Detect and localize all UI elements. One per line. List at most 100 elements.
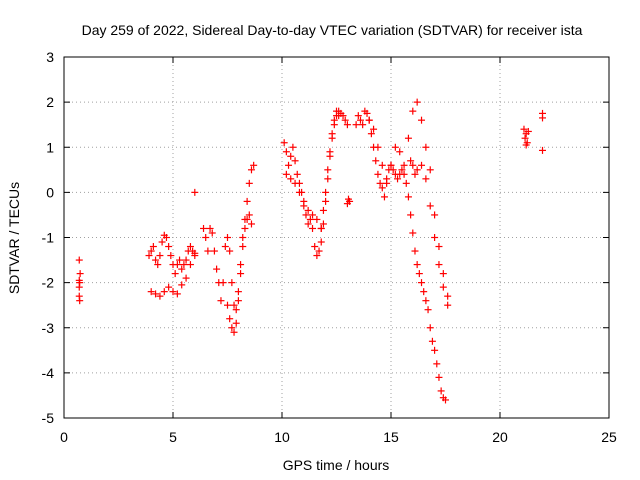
data-point (363, 109, 371, 117)
grid (64, 57, 609, 418)
data-point (282, 148, 290, 156)
data-point (313, 215, 321, 223)
data-point (396, 148, 404, 156)
data-point (247, 166, 255, 174)
data-point (221, 243, 229, 251)
data-point (295, 188, 303, 196)
data-point (171, 270, 179, 278)
data-point (230, 301, 238, 309)
data-point (431, 234, 439, 241)
data-point (328, 130, 336, 138)
data-point (160, 288, 168, 296)
chart-title: Day 259 of 2022, Sidereal Day-to-day VTE… (82, 22, 583, 38)
y-tick-label: -5 (42, 410, 55, 426)
data-point (149, 243, 157, 251)
data-point (524, 127, 532, 135)
data-point (370, 125, 378, 133)
data-point (208, 229, 216, 237)
data-point (239, 243, 247, 251)
data-point (291, 179, 299, 187)
data-point (422, 143, 430, 151)
data-point (322, 197, 330, 205)
data-point (239, 234, 247, 241)
data-point (400, 170, 408, 178)
data-point (409, 229, 417, 237)
y-tick-label: -2 (42, 275, 55, 291)
data-point (439, 270, 447, 278)
data-point (413, 166, 421, 174)
data-point (306, 215, 314, 223)
data-point (431, 211, 439, 219)
data-point (293, 170, 301, 178)
data-point (213, 265, 221, 273)
data-point (522, 141, 530, 149)
data-point (424, 306, 432, 314)
data-point (167, 252, 175, 260)
y-tick-label: -1 (42, 230, 55, 246)
data-point (365, 116, 373, 124)
data-point (428, 337, 436, 345)
data-point (435, 261, 443, 269)
data-point (400, 161, 408, 169)
data-point (300, 197, 308, 205)
data-point (324, 175, 332, 183)
data-point (439, 283, 447, 291)
data-point (186, 243, 194, 251)
data-point (359, 121, 367, 129)
x-tick-label: 10 (274, 429, 290, 445)
data-point (411, 170, 419, 178)
data-point (224, 234, 231, 241)
x-axis-label: GPS time / hours (283, 457, 390, 473)
data-point (346, 197, 354, 205)
data-point (431, 346, 439, 354)
data-point (234, 288, 242, 296)
data-point (173, 290, 181, 298)
data-point (322, 188, 330, 196)
data-point (191, 249, 199, 257)
data-point (418, 161, 426, 169)
data-point (280, 139, 288, 147)
data-point (437, 387, 445, 395)
data-point (426, 202, 434, 210)
data-point (521, 134, 529, 142)
data-point (376, 179, 384, 187)
data-point (442, 396, 449, 404)
data-point (330, 116, 338, 124)
x-tick-label: 0 (60, 429, 68, 445)
data-point (156, 292, 164, 300)
data-point (407, 157, 415, 165)
data-point (309, 224, 317, 232)
data-point (206, 224, 214, 232)
data-point (210, 247, 218, 255)
data-point (228, 324, 236, 332)
data-point (426, 324, 434, 332)
data-point (234, 297, 242, 305)
data-point (319, 220, 327, 228)
data-point (226, 315, 234, 323)
data-point (247, 220, 255, 228)
data-point (404, 193, 412, 201)
data-point (539, 146, 547, 154)
data-point (415, 270, 423, 278)
data-point (200, 224, 208, 232)
data-point (374, 143, 382, 151)
data-point (372, 157, 380, 165)
data-point (75, 256, 83, 264)
data-point (182, 274, 190, 282)
data-point (241, 224, 249, 232)
data-point (289, 143, 297, 151)
data-point (374, 170, 382, 178)
data-point (383, 175, 391, 183)
data-point (304, 206, 312, 214)
data-point (285, 161, 293, 169)
data-point (176, 256, 184, 264)
data-point (178, 281, 186, 289)
data-point (243, 197, 251, 205)
data-point (311, 243, 319, 251)
data-point (354, 112, 362, 120)
data-point (152, 290, 160, 298)
data-point (426, 166, 434, 174)
data-point (224, 301, 231, 309)
data-point (380, 193, 388, 201)
data-point (407, 211, 415, 219)
